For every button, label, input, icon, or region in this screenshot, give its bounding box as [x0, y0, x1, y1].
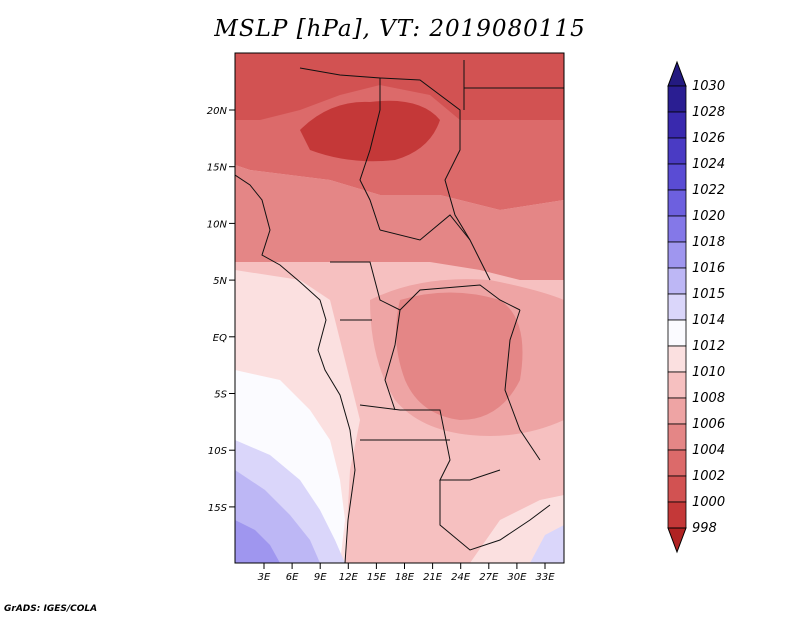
colorbar-swatch	[667, 241, 687, 269]
colorbar-swatch	[667, 215, 687, 243]
colorbar-label: 1028	[692, 105, 725, 120]
colorbar-swatch	[667, 319, 687, 347]
colorbar-swatch	[667, 111, 687, 139]
colorbar-label: 1026	[692, 131, 725, 146]
colorbar-label: 998	[692, 521, 717, 536]
field-band-peak	[235, 520, 280, 563]
colorbar-label: 1022	[692, 183, 725, 198]
mslp-map: 20N 15N 10N 5N EQ 5S 10S 15S 3E 6E 9E 12E 15E 18E 21E…	[207, 52, 725, 583]
lat-label: 5N	[213, 276, 227, 287]
colorbar-label: 1000	[692, 495, 725, 510]
lat-label: EQ	[213, 333, 227, 344]
colorbar-label: 1016	[692, 261, 725, 276]
colorbar-swatch	[667, 397, 687, 425]
colorbar-swatch	[667, 267, 687, 295]
colorbar-label: 1006	[692, 417, 725, 432]
colorbar-label: 1024	[692, 157, 725, 172]
colorbar-swatch	[667, 371, 687, 399]
lon-label: 9E	[314, 572, 327, 583]
colorbar-label: 1015	[692, 287, 725, 302]
map-title: MSLP [hPa], VT: 2019080115	[214, 16, 586, 42]
colorbar-swatch	[667, 189, 687, 217]
lon-label: 3E	[258, 572, 271, 583]
lon-label: 21E	[423, 572, 443, 583]
country-borders	[235, 60, 564, 563]
colorbar-label: 1002	[692, 469, 725, 484]
lon-label: 24E	[451, 572, 471, 583]
lat-label: 15N	[207, 163, 228, 174]
colorbar-swatch	[667, 163, 687, 191]
colorbar-swatch	[667, 345, 687, 373]
colorbar-swatch	[667, 293, 687, 321]
colorbar-swatch	[667, 501, 687, 529]
colorbar-label: 1018	[692, 235, 725, 250]
colorbar: 1030 1028 1026 1024 1022 1020 1018 1016 1015 1014…	[667, 60, 725, 554]
lat-label: 5S	[214, 390, 227, 401]
colorbar-label: 1014	[692, 313, 725, 328]
colorbar-bottom-arrow	[667, 527, 687, 554]
colorbar-label: 1008	[692, 391, 725, 406]
colorbar-swatch	[667, 449, 687, 477]
lat-label: 15S	[208, 503, 228, 514]
lon-label: 30E	[507, 572, 527, 583]
field-congo-core	[396, 292, 523, 420]
lat-label: 20N	[207, 106, 228, 117]
field-band-low	[235, 165, 564, 280]
colorbar-swatch	[667, 423, 687, 451]
map-frame	[234, 52, 565, 564]
field-band-north-core	[235, 53, 564, 120]
colorbar-label: 1004	[692, 443, 725, 458]
longitude-axis: 3E 6E 9E 12E 15E 18E 21E 24E 27E 30E 33E	[258, 563, 555, 583]
colorbar-swatch	[667, 137, 687, 165]
field-southeast-peak	[530, 525, 564, 563]
lat-label: 10S	[208, 446, 228, 457]
colorbar-swatch	[667, 85, 687, 113]
colorbar-swatch	[667, 475, 687, 503]
colorbar-label: 1012	[692, 339, 725, 354]
lat-label: 10N	[207, 219, 228, 230]
lon-label: 27E	[479, 572, 499, 583]
lon-label: 18E	[395, 572, 415, 583]
latitude-axis: 20N 15N 10N 5N EQ 5S 10S 15S	[207, 106, 235, 514]
colorbar-label: 1030	[692, 79, 725, 94]
field-thermal-low	[300, 100, 440, 162]
footer-credit: GrADS: IGES/COLA	[4, 604, 98, 614]
colorbar-top-arrow	[667, 60, 687, 87]
lon-label: 12E	[339, 572, 359, 583]
lon-label: 33E	[535, 572, 555, 583]
lon-label: 6E	[286, 572, 299, 583]
lon-label: 15E	[367, 572, 387, 583]
colorbar-label: 1010	[692, 365, 725, 380]
colorbar-label: 1020	[692, 209, 725, 224]
